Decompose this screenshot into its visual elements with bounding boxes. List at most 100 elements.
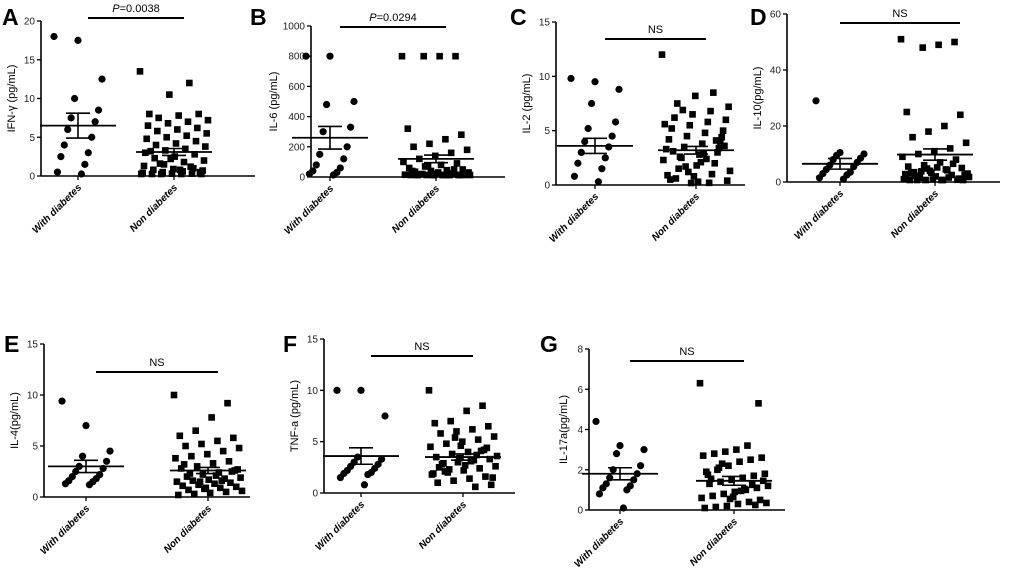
significance-label: NS — [679, 346, 694, 358]
data-point-non-diabetes — [177, 465, 185, 472]
data-point-non-diabetes — [712, 503, 720, 511]
data-point-with-diabetes — [106, 447, 114, 455]
data-point-non-diabetes — [450, 477, 457, 484]
y-tick-label: 0 — [775, 178, 781, 189]
panel-e: E 0 5 10 15 IL-4(pg/mL) With diabetes Non diabe… — [4, 331, 250, 557]
y-tick-label: 0 — [32, 493, 38, 504]
data-point-non-diabetes — [489, 474, 496, 481]
data-point-non-diabetes — [965, 173, 973, 181]
data-point-with-diabetes — [611, 118, 620, 126]
panel-b: B 0 200 400 600 800 1000 IL-6 (pg/mL) With diabe… — [250, 4, 505, 237]
data-point-with-diabetes — [598, 165, 606, 173]
data-point-non-diabetes — [477, 447, 485, 455]
data-point-non-diabetes — [750, 472, 758, 480]
data-point-non-diabetes — [164, 120, 172, 127]
data-point-non-diabetes — [162, 147, 169, 154]
data-point-with-diabetes — [77, 170, 86, 178]
data-point-non-diabetes — [935, 41, 942, 49]
data-point-non-diabetes — [194, 124, 201, 132]
data-point-with-diabetes — [350, 97, 358, 106]
significance-label: NS — [149, 357, 164, 369]
data-point-non-diabetes — [466, 475, 473, 482]
data-point-non-diabetes — [403, 171, 410, 179]
data-point-non-diabetes — [176, 166, 184, 174]
category-label: Non diabetes — [650, 191, 702, 243]
data-point-non-diabetes — [493, 452, 501, 460]
y-tick-label: 2 — [577, 465, 583, 476]
p-value: =0.0294 — [377, 12, 417, 24]
data-point-non-diabetes — [755, 400, 762, 407]
data-point-non-diabetes — [725, 103, 732, 111]
data-point-non-diabetes — [227, 479, 234, 487]
data-point-non-diabetes — [723, 177, 731, 184]
data-point-non-diabetes — [168, 170, 176, 177]
data-point-non-diabetes — [143, 135, 150, 143]
data-point-non-diabetes — [692, 92, 699, 100]
y-axis-label: IL-6 (pg/mL) — [268, 72, 280, 132]
data-point-with-diabetes — [305, 170, 314, 178]
data-point-with-diabetes — [340, 155, 348, 163]
data-point-non-diabetes — [426, 140, 433, 148]
data-point-non-diabetes — [228, 468, 236, 475]
data-point-with-diabetes — [357, 386, 365, 394]
data-point-non-diabetes — [188, 452, 195, 460]
data-point-non-diabetes — [144, 122, 152, 129]
data-point-non-diabetes — [902, 170, 909, 178]
data-point-non-diabetes — [952, 156, 960, 163]
data-point-with-diabetes — [608, 132, 616, 140]
data-point-non-diabetes — [718, 460, 726, 468]
data-point-with-diabetes — [570, 172, 579, 180]
panel-d: D 0 20 40 60 IL-10(pg/mL) With diabetes Non dia… — [750, 4, 1000, 242]
data-point-with-diabetes — [91, 118, 99, 126]
significance-label: NS — [414, 341, 429, 353]
y-tick-label: 0 — [577, 506, 583, 517]
data-point-non-diabetes — [189, 477, 197, 484]
data-point-non-diabetes — [939, 176, 947, 184]
data-point-non-diabetes — [485, 422, 492, 430]
data-point-non-diabetes — [443, 166, 451, 174]
data-point-non-diabetes — [747, 456, 754, 463]
data-point-non-diabetes — [193, 463, 201, 470]
data-point-non-diabetes — [951, 38, 958, 46]
data-point-with-diabetes — [102, 457, 111, 465]
p-symbol: P — [369, 12, 377, 24]
data-point-with-diabetes — [612, 450, 621, 458]
data-point-non-diabetes — [423, 171, 430, 179]
data-point-with-diabetes — [587, 99, 596, 108]
data-point-non-diabetes — [721, 142, 728, 150]
y-tick-label: 20 — [770, 122, 782, 133]
data-point-non-diabetes — [175, 112, 182, 119]
data-point-non-diabetes — [912, 172, 919, 180]
data-point-non-diabetes — [400, 158, 407, 166]
data-point-non-diabetes — [454, 458, 462, 466]
data-point-non-diabetes — [687, 179, 695, 187]
data-point-non-diabetes — [667, 176, 674, 183]
data-point-non-diabetes — [913, 176, 921, 184]
data-point-non-diabetes — [171, 153, 178, 160]
data-point-non-diabetes — [235, 444, 243, 452]
data-point-non-diabetes — [445, 466, 453, 473]
y-tick-label: 1000 — [283, 22, 306, 33]
panel-letter: F — [283, 331, 297, 357]
data-point-with-diabetes — [343, 143, 351, 151]
data-point-non-diabetes — [156, 160, 164, 167]
data-point-non-diabetes — [407, 171, 414, 179]
data-point-with-diabetes — [381, 412, 389, 420]
data-point-non-diabetes — [748, 481, 756, 489]
data-point-non-diabetes — [170, 165, 177, 173]
data-point-non-diabetes — [699, 452, 707, 459]
data-point-non-diabetes — [237, 474, 244, 481]
data-point-non-diabetes — [949, 160, 957, 168]
data-point-non-diabetes — [425, 387, 433, 394]
data-point-non-diabetes — [434, 169, 442, 176]
data-point-non-diabetes — [184, 118, 192, 126]
data-point-non-diabetes — [722, 448, 729, 455]
y-axis-label: IL-2 (pg/mL) — [521, 74, 533, 134]
category-label: Non diabetes — [688, 516, 740, 568]
data-point-non-diabetes — [238, 487, 246, 495]
data-point-non-diabetes — [436, 52, 443, 60]
data-point-non-diabetes — [434, 479, 441, 487]
data-point-non-diabetes — [661, 120, 669, 128]
data-point-non-diabetes — [437, 430, 444, 437]
data-point-non-diabetes — [163, 133, 170, 141]
